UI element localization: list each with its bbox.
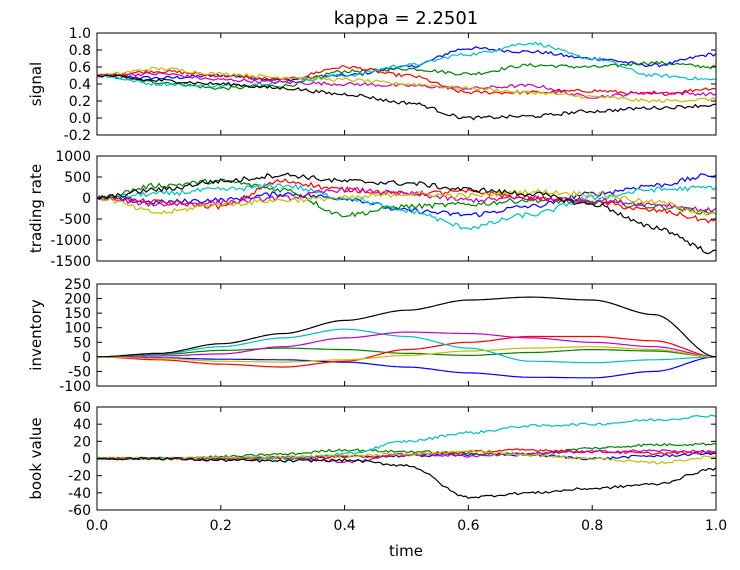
series-line (97, 64, 716, 97)
series-line (97, 346, 716, 363)
y-axis-label: inventory (27, 299, 45, 371)
series-line (97, 356, 716, 379)
y-tick-label: -20 (68, 469, 91, 485)
y-tick-label: 60 (73, 400, 91, 416)
series-line (97, 71, 716, 99)
y-tick-label: 50 (73, 335, 91, 351)
plot-frame (96, 283, 717, 387)
series-line (97, 335, 716, 368)
y-tick-label: -60 (68, 503, 91, 519)
series-line (97, 182, 716, 231)
series-line (97, 60, 716, 91)
panel-signal: -0.20.00.20.40.60.81.0 signal (27, 26, 717, 144)
y-tick-label: 0 (82, 350, 91, 366)
y-tick-label: -100 (59, 379, 91, 395)
x-tick-label: 1.0 (705, 518, 727, 534)
y-tick-label: -500 (59, 212, 91, 228)
series-line (97, 172, 716, 255)
y-axis-label: trading rate (27, 164, 45, 253)
y-tick-label: 20 (73, 434, 91, 450)
series-line (97, 186, 716, 213)
y-tick-label: 200 (64, 292, 91, 308)
plot-frame (96, 155, 717, 262)
x-tick-label: 0.0 (86, 518, 108, 534)
y-tick-label: 1000 (55, 149, 91, 165)
y-tick-label: 1.0 (69, 26, 91, 42)
series-line (97, 41, 716, 88)
y-tick-label: 0 (82, 191, 91, 207)
x-tick-label: 0.2 (210, 518, 232, 534)
x-tick-label: 0.6 (457, 518, 479, 534)
y-tick-label: 0.4 (69, 77, 91, 93)
y-tick-label: -1000 (50, 233, 91, 249)
y-tick-label: 0.2 (69, 94, 91, 110)
x-tick-label: 0.4 (333, 518, 355, 534)
y-tick-label: 100 (64, 321, 91, 337)
y-tick-label: 0.8 (69, 43, 91, 59)
y-tick-label: -50 (68, 364, 91, 380)
panel-trading-rate: -1500 -1000 -500 0 500 1000 trading rate (27, 149, 717, 270)
panels: -0.20.00.20.40.60.81.0signal-1500-1000-5… (27, 26, 727, 534)
series-group (97, 41, 716, 121)
y-tick-label: -1500 (50, 254, 91, 270)
y-tick-label: 0.0 (69, 111, 91, 127)
y-tick-label: 150 (64, 306, 91, 322)
y-tick-label: 40 (73, 417, 91, 433)
chart-title: kappa = 2.2501 (334, 8, 479, 29)
x-axis-label: time (389, 542, 423, 560)
y-tick-label: 0 (82, 452, 91, 468)
series-line (97, 178, 716, 218)
y-tick-label: -40 (68, 486, 91, 502)
y-tick-label: -0.2 (64, 128, 91, 144)
y-tick-label: 250 (64, 277, 91, 293)
series-line (97, 188, 716, 217)
series-line (97, 74, 716, 121)
series-line (97, 347, 716, 358)
x-tick-label: 0.8 (581, 518, 603, 534)
series-group (97, 414, 716, 499)
series-group (97, 172, 716, 255)
y-tick-label: 0.6 (69, 60, 91, 76)
y-tick-label: 500 (64, 170, 91, 186)
series-line (97, 456, 716, 499)
series-line (97, 296, 716, 358)
y-axis-label: book value (27, 417, 45, 499)
series-line (97, 66, 716, 104)
series-line (97, 414, 716, 461)
series-line (97, 328, 716, 364)
series-line (97, 331, 716, 358)
series-group (97, 296, 716, 379)
series-line (97, 450, 716, 465)
y-axis-label: signal (27, 62, 45, 106)
